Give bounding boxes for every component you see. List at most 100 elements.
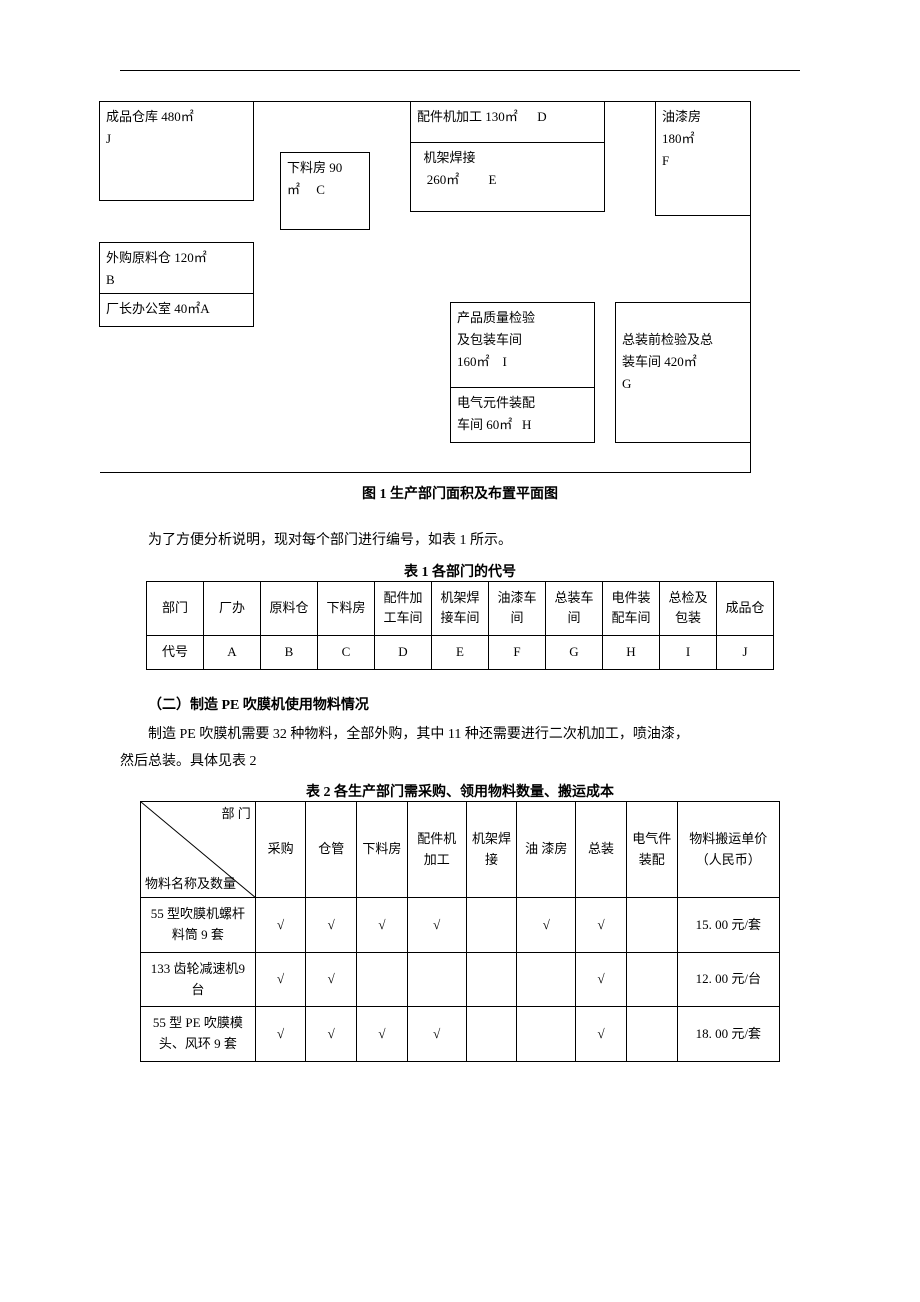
t2r0c5: √ (517, 898, 576, 953)
box-I-line1: 产品质量检验 (457, 310, 535, 325)
t2r0c4 (466, 898, 517, 953)
t2r2-cost: 18. 00 元/套 (677, 1007, 779, 1062)
t2r1c0: √ (255, 952, 306, 1007)
box-I-line3: 160㎡ (457, 354, 490, 369)
box-E-line3: E (489, 172, 497, 187)
t2r1-cost: 12. 00 元/台 (677, 952, 779, 1007)
paragraph-1: 为了方便分析说明，现对每个部门进行编号，如表 1 所示。 (120, 528, 800, 555)
t2c2: 下料房 (357, 802, 408, 898)
box-E: 机架焊接 260㎡ E (410, 142, 605, 212)
t2r2c1: √ (306, 1007, 357, 1062)
section2-heading: （二）制造 PE 吹膜机使用物料情况 (120, 694, 800, 714)
box-C-line3: C (316, 182, 325, 197)
t1h5: 机架焊接车间 (432, 581, 489, 636)
t2r1-name: 133 齿轮减速机9 台 (141, 952, 256, 1007)
t1r2: B (261, 636, 318, 670)
box-G-line2: 装车间 420㎡ (622, 354, 697, 369)
table1: 部门 厂办 原料仓 下料房 配件加工车间 机架焊接车间 油漆车间 总装车间 电件… (146, 581, 774, 670)
box-F: 油漆房 180㎡ F (655, 101, 750, 216)
t2r2c3: √ (407, 1007, 466, 1062)
box-B-line1: 外购原料仓 120㎡ (106, 250, 207, 265)
t2r0c0: √ (255, 898, 306, 953)
t2r1c4 (466, 952, 517, 1007)
t1r8: H (603, 636, 660, 670)
t2c1: 仓管 (306, 802, 357, 898)
t2c4: 机架焊接 (466, 802, 517, 898)
t2r2c0: √ (255, 1007, 306, 1062)
box-G-line1: 总装前检验及总 (622, 332, 713, 347)
box-H-line1: 电气元件装配 (457, 395, 535, 410)
figure1-caption: 图 1 生产部门面积及布置平面图 (90, 483, 830, 503)
t1r10: J (717, 636, 774, 670)
box-C-line2: ㎡ (287, 182, 300, 197)
t2r1c7 (626, 952, 677, 1007)
table2-diag-cell: 部 门 物料名称及数量 (141, 802, 256, 898)
t2r2c6: √ (576, 1007, 627, 1062)
table1-code-row: 代号 A B C D E F G H I J (147, 636, 774, 670)
table2: 部 门 物料名称及数量 采购 仓管 下料房 配件机加工 机架焊接 油 漆房 总装… (140, 801, 780, 1062)
t1h7: 总装车间 (546, 581, 603, 636)
t1r9: I (660, 636, 717, 670)
document-page: 成品仓库 480㎡ J 下料房 90 ㎡ C 配件机加工 130㎡ D 机架焊接… (0, 0, 920, 1302)
diag-top: 部 门 (222, 804, 251, 825)
paragraph-2a: 制造 PE 吹膜机需要 32 种物料，全部外购，其中 11 种还需要进行二次机加… (120, 722, 800, 749)
t1h1: 厂办 (204, 581, 261, 636)
box-F-line3: F (662, 153, 669, 168)
t2r0c6: √ (576, 898, 627, 953)
t1h3: 下料房 (318, 581, 375, 636)
t2r1c6: √ (576, 952, 627, 1007)
floor-plan-diagram: 成品仓库 480㎡ J 下料房 90 ㎡ C 配件机加工 130㎡ D 机架焊接… (100, 101, 751, 473)
box-D-line1: 配件机加工 130㎡ (417, 109, 518, 124)
top-rule (120, 70, 800, 71)
box-A-line1: 厂长办公室 40㎡A (106, 301, 210, 316)
t2r2c2: √ (357, 1007, 408, 1062)
t2r1c5 (517, 952, 576, 1007)
box-I-line2: 及包装车间 (457, 332, 522, 347)
t2r2c7 (626, 1007, 677, 1062)
t1h4: 配件加工车间 (375, 581, 432, 636)
table2-row-2: 55 型 PE 吹膜模头、风环 9 套 √ √ √ √ √ 18. 00 元/套 (141, 1007, 780, 1062)
box-D: 配件机加工 130㎡ D (410, 101, 605, 143)
t2c5: 油 漆房 (517, 802, 576, 898)
t2c7: 电气件装配 (626, 802, 677, 898)
box-B-line2: B (106, 272, 115, 287)
box-J-line2: J (106, 131, 111, 146)
t2c3: 配件机加工 (407, 802, 466, 898)
box-H-line3: H (522, 417, 531, 432)
t1h10: 成品仓 (717, 581, 774, 636)
box-J: 成品仓库 480㎡ J (99, 101, 254, 201)
box-E-line2: 260㎡ (427, 172, 460, 187)
t2r2c4 (466, 1007, 517, 1062)
box-E-line1: 机架焊接 (424, 150, 476, 165)
t1h9: 总检及包装 (660, 581, 717, 636)
t2r1c2 (357, 952, 408, 1007)
t2c8: 物料搬运单价（人民币） (677, 802, 779, 898)
t1h6: 油漆车间 (489, 581, 546, 636)
t2r2-name: 55 型 PE 吹膜模头、风环 9 套 (141, 1007, 256, 1062)
box-I: 产品质量检验 及包装车间 160㎡ I (450, 302, 595, 388)
t1h2: 原料仓 (261, 581, 318, 636)
t2r1c3 (407, 952, 466, 1007)
table2-caption: 表 2 各生产部门需采购、领用物料数量、搬运成本 (90, 781, 830, 801)
box-G: 总装前检验及总 装车间 420㎡ G (615, 302, 750, 443)
t1r7: G (546, 636, 603, 670)
t2r0-cost: 15. 00 元/套 (677, 898, 779, 953)
t2r2c5 (517, 1007, 576, 1062)
t1r6: F (489, 636, 546, 670)
t2r1c1: √ (306, 952, 357, 1007)
box-D-line2: D (537, 109, 546, 124)
table2-row-1: 133 齿轮减速机9 台 √ √ √ 12. 00 元/台 (141, 952, 780, 1007)
box-F-line1: 油漆房 (662, 109, 701, 124)
t1r4: D (375, 636, 432, 670)
box-J-line1: 成品仓库 480㎡ (106, 109, 194, 124)
t1r5: E (432, 636, 489, 670)
t2r0c1: √ (306, 898, 357, 953)
table2-header-row: 部 门 物料名称及数量 采购 仓管 下料房 配件机加工 机架焊接 油 漆房 总装… (141, 802, 780, 898)
box-C: 下料房 90 ㎡ C (280, 152, 370, 230)
diag-bottom: 物料名称及数量 (145, 874, 236, 895)
box-H: 电气元件装配 车间 60㎡ H (450, 387, 595, 443)
box-G-line3: G (622, 376, 631, 391)
t1h0: 部门 (147, 581, 204, 636)
t2c6: 总装 (576, 802, 627, 898)
t2r0c7 (626, 898, 677, 953)
